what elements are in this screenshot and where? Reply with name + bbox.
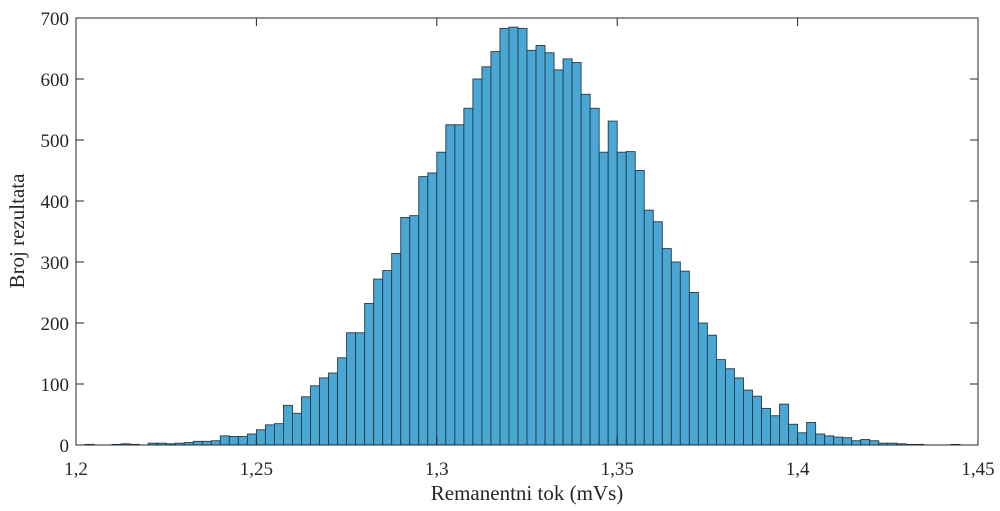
x-tick-label: 1,3: [425, 459, 449, 480]
histogram-bar: [670, 261, 681, 446]
y-tick-label: 500: [41, 131, 70, 152]
histogram-bar: [652, 221, 663, 446]
histogram-bar: [472, 78, 483, 446]
histogram-bar: [869, 440, 880, 446]
histogram-bar: [860, 439, 871, 446]
histogram-bar: [418, 176, 429, 446]
histogram-bar: [553, 69, 564, 446]
histogram-bar: [544, 52, 555, 446]
histogram-bar: [391, 253, 402, 446]
histogram-bar: [779, 403, 790, 446]
histogram-bar: [301, 396, 311, 446]
histogram-bar: [463, 107, 474, 446]
histogram-bar: [616, 151, 627, 446]
histogram-bar: [445, 124, 456, 446]
histogram-bar: [246, 433, 257, 446]
plot-frame: [75, 17, 979, 446]
histogram-bar: [770, 415, 781, 446]
axis-ticks: 1,2 1,25 1,3 1,35 1,4 1,45 0 100 200 300 400 500 600…: [41, 9, 995, 480]
histogram-bar: [797, 432, 808, 446]
histogram-bar: [319, 377, 330, 446]
histogram-bar: [219, 435, 230, 446]
x-tick-label: 1,25: [240, 459, 273, 480]
histogram-bar: [625, 151, 636, 446]
histogram-bar: [427, 172, 438, 446]
histogram-bar: [499, 27, 510, 446]
histogram-bar: [481, 66, 492, 446]
histogram-bar: [292, 412, 302, 446]
histogram-bar: [490, 51, 501, 446]
histogram-bar: [454, 124, 465, 446]
histogram-bar: [598, 151, 609, 446]
histogram-bar: [255, 429, 266, 446]
histogram-bar: [661, 248, 672, 446]
bars: [84, 26, 961, 446]
y-tick-label: 700: [41, 9, 70, 30]
histogram-bar: [373, 278, 384, 446]
y-tick-label: 300: [41, 253, 70, 274]
histogram-bar: [337, 357, 348, 446]
x-axis-label: Remanentni tok (mVs): [431, 481, 623, 505]
y-tick-label: 0: [60, 436, 70, 457]
histogram-bar: [192, 440, 203, 446]
histogram-bar: [364, 303, 375, 446]
histogram-bar: [643, 209, 654, 446]
histogram-bar: [283, 404, 293, 446]
histogram-bar: [400, 217, 411, 446]
histogram-bar: [706, 334, 717, 446]
histogram-bar: [824, 435, 835, 446]
y-tick-label: 100: [41, 375, 70, 396]
histogram-bar: [788, 423, 799, 446]
histogram-bar: [535, 45, 546, 446]
histogram-bar: [210, 440, 221, 446]
y-tick-label: 600: [41, 70, 70, 91]
histogram-bar: [580, 93, 591, 446]
histogram-bar: [743, 389, 753, 446]
histogram-bar: [761, 407, 771, 446]
histogram-bar: [409, 215, 420, 446]
histogram-bar: [228, 436, 239, 446]
histogram-bar: [571, 62, 582, 446]
x-tick-label: 1,35: [601, 459, 634, 480]
histogram-bar: [273, 423, 284, 446]
histogram-bar: [562, 58, 573, 446]
histogram-bar: [201, 440, 212, 446]
histogram-bar: [715, 359, 726, 446]
histogram-bar: [815, 433, 826, 446]
x-tick-label: 1,45: [961, 459, 994, 480]
histogram-bar: [517, 27, 528, 446]
histogram-bar: [346, 332, 357, 446]
histogram-bar: [607, 120, 618, 446]
histogram-bar: [355, 332, 366, 446]
histogram-bar: [508, 26, 519, 446]
histogram-bar: [724, 368, 735, 446]
histogram-bar: [806, 421, 817, 446]
histogram-bar: [833, 436, 844, 446]
y-axis-label: Broj rezultata: [5, 173, 29, 289]
histogram-bar: [842, 437, 853, 446]
histogram-bar: [734, 377, 744, 446]
histogram-bar: [688, 292, 699, 446]
histogram-bar: [382, 270, 393, 446]
x-tick-label: 1,4: [786, 459, 810, 480]
histogram-bar: [697, 322, 708, 446]
histogram-bar: [851, 440, 862, 446]
histogram-bar: [310, 385, 320, 446]
y-tick-label: 200: [41, 314, 70, 335]
x-tick-label: 1,2: [64, 459, 88, 480]
histogram-bar: [328, 372, 339, 446]
histogram-bar: [679, 270, 690, 446]
histogram-bar: [752, 395, 762, 446]
histogram-bar: [589, 107, 600, 446]
histogram-bar: [526, 49, 537, 446]
histogram-bar: [634, 170, 645, 446]
histogram-bar: [237, 436, 248, 446]
histogram-bar: [264, 424, 275, 446]
y-tick-label: 400: [41, 192, 70, 213]
histogram-bar: [436, 151, 447, 446]
